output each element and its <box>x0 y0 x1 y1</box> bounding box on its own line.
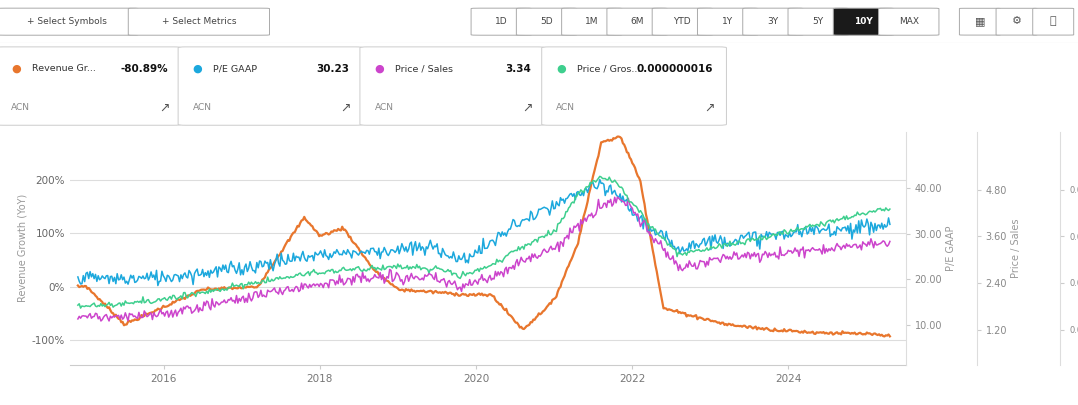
Text: 0.000000016: 0.000000016 <box>637 64 714 74</box>
FancyBboxPatch shape <box>178 47 363 125</box>
Text: Price / Sales: Price / Sales <box>396 64 453 73</box>
Text: ⤢: ⤢ <box>1050 16 1056 26</box>
FancyBboxPatch shape <box>128 8 270 35</box>
Text: YTD: YTD <box>674 17 691 26</box>
Text: 3.34: 3.34 <box>506 64 531 74</box>
Text: ACN: ACN <box>374 103 393 112</box>
Text: ●: ● <box>556 64 566 74</box>
FancyBboxPatch shape <box>562 8 622 35</box>
FancyBboxPatch shape <box>0 47 181 125</box>
FancyBboxPatch shape <box>516 8 577 35</box>
FancyBboxPatch shape <box>743 8 803 35</box>
Text: 3Y: 3Y <box>768 17 778 26</box>
Text: ●: ● <box>11 64 20 74</box>
FancyBboxPatch shape <box>652 8 713 35</box>
Text: ACN: ACN <box>193 103 211 112</box>
Text: ACN: ACN <box>556 103 576 112</box>
Text: ●: ● <box>374 64 385 74</box>
Text: ↗: ↗ <box>341 101 351 114</box>
Text: + Select Symbols: + Select Symbols <box>27 17 108 26</box>
FancyBboxPatch shape <box>360 47 544 125</box>
Text: -80.89%: -80.89% <box>121 64 168 74</box>
Text: 1Y: 1Y <box>722 17 733 26</box>
FancyBboxPatch shape <box>1033 8 1074 35</box>
Text: ↗: ↗ <box>158 101 169 114</box>
FancyBboxPatch shape <box>607 8 667 35</box>
Text: Revenue Gr...: Revenue Gr... <box>31 64 95 73</box>
FancyBboxPatch shape <box>542 47 727 125</box>
Text: 5D: 5D <box>540 17 553 26</box>
Text: 30.23: 30.23 <box>317 64 349 74</box>
Text: ●: ● <box>193 64 203 74</box>
FancyBboxPatch shape <box>833 8 894 35</box>
Text: 1M: 1M <box>585 17 598 26</box>
FancyBboxPatch shape <box>879 8 939 35</box>
FancyBboxPatch shape <box>0 8 138 35</box>
Text: + Select Metrics: + Select Metrics <box>162 17 236 26</box>
FancyBboxPatch shape <box>788 8 848 35</box>
Text: P/E GAAP: P/E GAAP <box>213 64 258 73</box>
Text: ↗: ↗ <box>704 101 715 114</box>
FancyBboxPatch shape <box>996 8 1037 35</box>
Text: Price / Gros...: Price / Gros... <box>577 64 640 73</box>
Text: 1D: 1D <box>495 17 508 26</box>
Text: ↗: ↗ <box>523 101 533 114</box>
FancyBboxPatch shape <box>697 8 758 35</box>
Text: 6M: 6M <box>631 17 644 26</box>
Text: MAX: MAX <box>899 17 918 26</box>
Text: ▦: ▦ <box>975 16 985 26</box>
Y-axis label: P/E GAAP: P/E GAAP <box>946 225 956 271</box>
Text: 10Y: 10Y <box>854 17 873 26</box>
Y-axis label: Price / Sales: Price / Sales <box>1011 218 1021 278</box>
Text: ACN: ACN <box>11 103 30 112</box>
FancyBboxPatch shape <box>471 8 531 35</box>
FancyBboxPatch shape <box>959 8 1000 35</box>
Y-axis label: Revenue Growth (YoY): Revenue Growth (YoY) <box>18 194 28 302</box>
Text: 5Y: 5Y <box>813 17 824 26</box>
Text: ⚙: ⚙ <box>1011 16 1022 26</box>
